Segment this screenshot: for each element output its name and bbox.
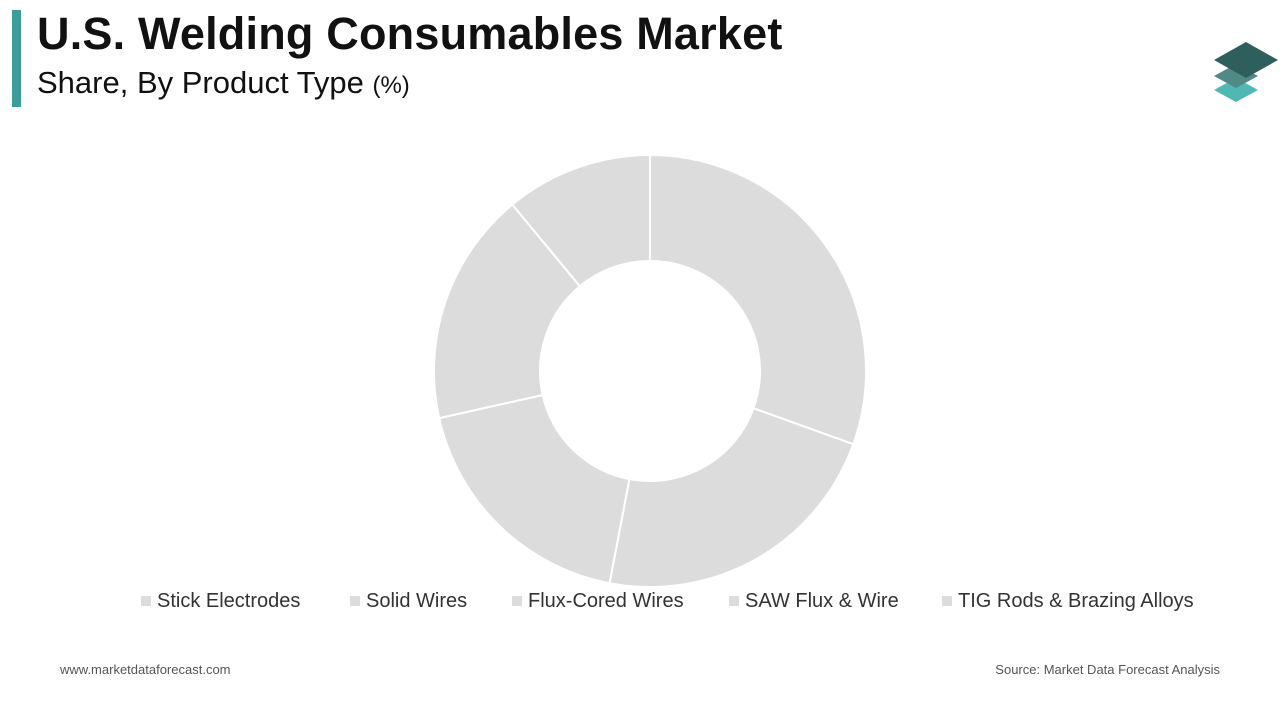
legend-swatch: [942, 596, 952, 606]
legend-swatch: [141, 596, 151, 606]
logo-layer-bottom: [1214, 78, 1258, 102]
legend-label: Stick Electrodes: [157, 589, 301, 612]
legend-item[interactable]: Flux-Cored Wires: [512, 588, 684, 614]
legend-label: Flux-Cored Wires: [528, 589, 684, 612]
donut-slice-saw-flux-wire[interactable]: [433, 203, 582, 420]
subtitle-text: Share, By Product Type: [37, 65, 364, 100]
source-footer: Source: Market Data Forecast Analysis: [995, 662, 1220, 677]
chart-legend: Stick Electrodes Solid Wires Flux-Cored Wi…: [0, 588, 1280, 614]
legend-label: SAW Flux & Wire: [745, 589, 899, 612]
donut-slice-stick-electrodes[interactable]: [649, 153, 867, 446]
website-footer: www.marketdataforecast.com: [60, 662, 231, 677]
legend-swatch: [512, 596, 522, 606]
legend-item[interactable]: Stick Electrodes: [141, 588, 300, 614]
legend-swatch: [350, 596, 360, 606]
subtitle-unit: (%): [372, 72, 410, 99]
legend-swatch: [729, 596, 739, 606]
logo-layer-top: [1214, 42, 1278, 78]
title-accent-bar: [12, 10, 21, 107]
donut-slice-tig-rods-brazing-alloys[interactable]: [510, 153, 651, 288]
page-title: U.S. Welding Consumables Market: [37, 8, 783, 59]
legend-item[interactable]: TIG Rods & Brazing Alloys: [942, 588, 1194, 614]
legend-label: Solid Wires: [366, 589, 468, 612]
donut-slice-solid-wires[interactable]: [608, 406, 855, 588]
legend-label: TIG Rods & Brazing Alloys: [958, 589, 1194, 612]
stacked-layers-icon: [1214, 42, 1278, 102]
legend-item[interactable]: Solid Wires: [350, 588, 467, 614]
donut-slice-flux-cored-wires[interactable]: [438, 393, 631, 585]
page-subtitle: Share, By Product Type (%): [37, 62, 410, 107]
legend-item[interactable]: SAW Flux & Wire: [729, 588, 899, 614]
